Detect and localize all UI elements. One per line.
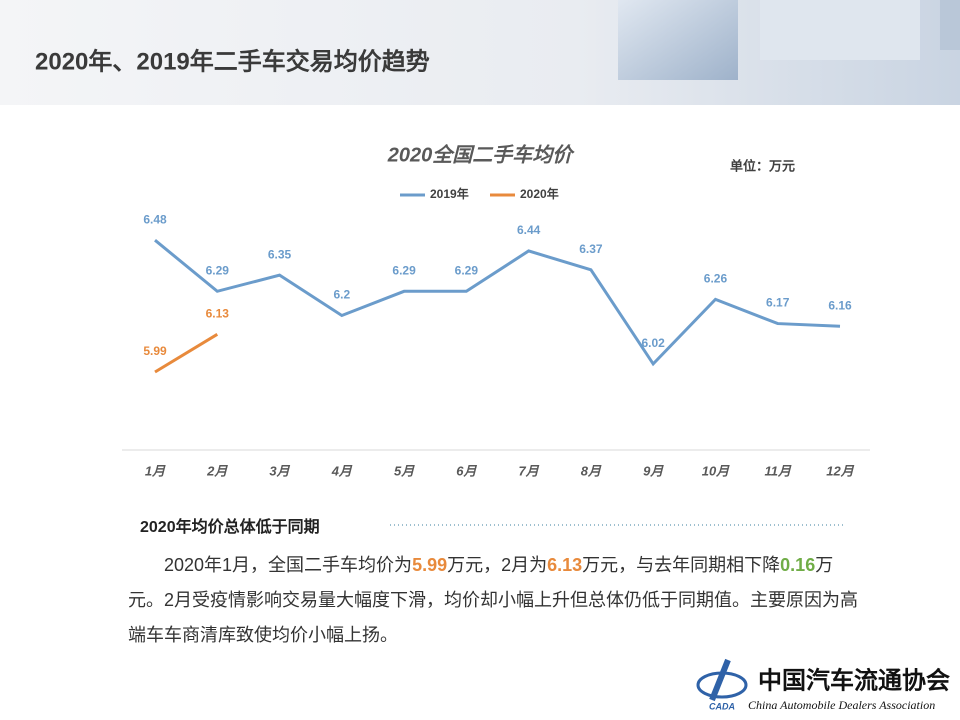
decor-cube	[618, 0, 738, 80]
data-label: 6.44	[517, 223, 541, 237]
text-run: 万元，与去年同期相下降	[582, 555, 781, 575]
x-tick-label: 1月	[145, 463, 166, 478]
highlight-number: 6.13	[547, 555, 583, 575]
x-tick-label: 10月	[702, 463, 730, 478]
x-tick-label: 4月	[331, 463, 353, 478]
decor-cube	[940, 0, 960, 50]
text-run: 万元。2月受疫情影响交易量大幅度下滑，均价却小幅上升但总体仍低于同期值。主要原因…	[128, 555, 859, 645]
highlight-number: 5.99	[412, 555, 448, 575]
decor-cube	[760, 0, 920, 60]
data-label: 6.16	[828, 298, 852, 312]
legend-label: 2019年	[430, 186, 469, 201]
x-tick-label: 9月	[643, 463, 664, 478]
x-tick-label: 3月	[269, 463, 290, 478]
logo-stroke	[709, 658, 731, 702]
data-label: 6.29	[392, 263, 416, 277]
data-label: 6.02	[642, 336, 666, 350]
data-label: 6.37	[579, 242, 603, 256]
highlight-number: 0.16	[780, 555, 816, 575]
x-tick-label: 6月	[456, 463, 477, 478]
data-label: 6.35	[268, 247, 292, 261]
section-heading: 2020年均价总体低于同期	[140, 517, 320, 536]
series-line	[154, 333, 219, 374]
text-run: 万元，2月为	[447, 555, 548, 575]
data-label: 6.17	[766, 296, 790, 310]
logo-cn: 中国汽车流通协会	[758, 666, 950, 694]
data-label: 6.13	[206, 307, 230, 321]
slide-title: 2020年、2019年二手车交易均价趋势	[35, 47, 430, 75]
x-tick-label: 12月	[826, 463, 854, 478]
x-tick-label: 5月	[394, 463, 415, 478]
logo-abbr: CADA	[709, 701, 735, 711]
text-run: 2020年1月，全国二手车均价为	[164, 555, 413, 575]
x-tick-label: 11月	[764, 463, 791, 478]
data-label: 6.29	[206, 263, 230, 277]
unit-label: 单位：万元	[730, 158, 795, 173]
x-tick-label: 7月	[519, 463, 540, 478]
chart-title: 2020全国二手车均价	[387, 143, 575, 166]
logo: CADA 中国汽车流通协会 China Automobile Dealers A…	[696, 658, 950, 712]
x-tick-label: 2月	[206, 463, 228, 478]
body-text: 2020年1月，全国二手车均价为5.99万元，2月为6.13万元，与去年同期相下…	[128, 548, 868, 653]
legend-label: 2020年	[520, 186, 559, 201]
logo-en: China Automobile Dealers Association	[748, 698, 935, 712]
data-label: 5.99	[143, 344, 167, 358]
data-label: 6.26	[704, 272, 728, 286]
x-tick-label: 8月	[581, 463, 602, 478]
data-label: 6.29	[455, 263, 479, 277]
series-line	[154, 239, 841, 367]
data-label: 6.2	[333, 288, 350, 302]
data-label: 6.48	[143, 212, 167, 226]
